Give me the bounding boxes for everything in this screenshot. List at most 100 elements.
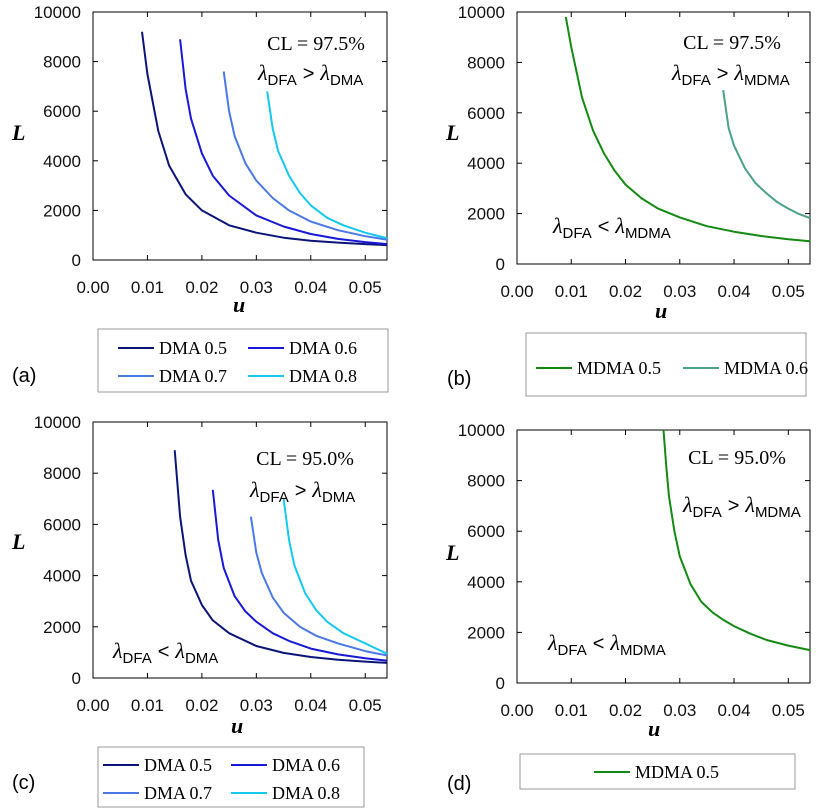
y-tick-label: 6000	[43, 515, 81, 534]
legend-label: DMA 0.8	[272, 783, 340, 803]
x-axis-label: u	[648, 716, 660, 741]
confidence-level-label: CL = 95.0%	[256, 448, 354, 470]
y-tick-label: 10000	[458, 421, 505, 440]
legend-label: DMA 0.7	[159, 366, 227, 386]
series-line-dma-0-8	[266, 91, 388, 240]
y-tick-label: 8000	[467, 53, 505, 72]
x-tick-label: 0.01	[131, 696, 164, 715]
series-line-dma-0-7	[222, 71, 388, 241]
relation-upper-label: λDFA > λDMA	[249, 477, 355, 506]
x-tick-label: 0.01	[555, 282, 588, 301]
x-tick-label: 0.01	[555, 701, 588, 720]
legend: MDMA 0.5 MDMA 0.6	[525, 332, 808, 397]
plot-frame	[516, 11, 811, 265]
y-tick-label: 6000	[467, 522, 505, 541]
x-tick-label: 0.02	[185, 696, 218, 715]
confidence-level-label: CL = 95.0%	[688, 447, 786, 469]
y-tick-label: 4000	[43, 567, 81, 586]
series-line-dma-0-8	[282, 498, 388, 655]
series-line-dma-0-6	[211, 489, 388, 662]
x-tick-label: 0.04	[294, 696, 327, 715]
legend-label: DMA 0.7	[144, 783, 212, 803]
series-line-mdma-0-6	[722, 89, 811, 220]
legend: MDMA 0.5	[519, 753, 796, 790]
series-line-dma-0-5	[173, 450, 388, 664]
x-axis-label: u	[231, 713, 243, 738]
x-tick-label: 0.05	[772, 282, 805, 301]
y-axis-label: L	[11, 120, 25, 145]
panel-tag: (d)	[447, 773, 471, 795]
x-tick-label: 0.00	[500, 282, 533, 301]
x-tick-label: 0.03	[240, 696, 273, 715]
legend-label: MDMA 0.5	[577, 358, 661, 378]
series-line-dma-0-6	[179, 39, 388, 246]
legend-label: MDMA 0.6	[724, 358, 808, 378]
y-axis-label: L	[445, 540, 459, 565]
plot-frame	[92, 421, 388, 679]
chart-panel-d: 0 2000 4000 6000 8000 10000 0.00 0.01 0.02 0.03 0.…	[445, 421, 811, 795]
x-tick-label: 0.03	[240, 278, 273, 297]
y-tick-label: 2000	[467, 623, 505, 642]
x-axis-label: u	[655, 298, 667, 323]
y-tick-label: 8000	[467, 472, 505, 491]
x-tick-label: 0.00	[76, 278, 109, 297]
y-tick-label: 4000	[43, 152, 81, 171]
x-tick-label: 0.04	[717, 701, 750, 720]
y-tick-label: 0	[496, 255, 505, 274]
legend-label: MDMA 0.5	[635, 762, 719, 782]
plot-frame	[92, 11, 388, 261]
y-tick-label: 10000	[34, 3, 81, 22]
x-tick-label: 0.02	[609, 282, 642, 301]
x-tick-label: 0.05	[349, 278, 382, 297]
y-tick-label: 2000	[43, 201, 81, 220]
legend-label: DMA 0.8	[289, 366, 357, 386]
chart-panel-a: 0 2000 4000 6000 8000 10000 0.00 0.01 0.02 0.03 0.…	[11, 3, 389, 393]
x-tick-label: 0.04	[294, 278, 327, 297]
legend-box	[525, 332, 807, 397]
legend-box	[97, 746, 365, 808]
x-axis-label: u	[233, 292, 245, 317]
x-tick-label: 0.01	[131, 278, 164, 297]
y-tick-label: 0	[496, 674, 505, 693]
confidence-level-label: CL = 97.5%	[267, 33, 365, 55]
x-tick-label: 0.05	[772, 701, 805, 720]
x-tick-label: 0.00	[500, 701, 533, 720]
x-tick-label: 0.03	[663, 282, 696, 301]
y-tick-label: 6000	[43, 102, 81, 121]
y-tick-label: 0	[72, 251, 81, 270]
y-axis-label: L	[445, 120, 459, 145]
chart-panel-b: 0 2000 4000 6000 8000 10000 0.00 0.01 0.02 0.03 0.…	[445, 3, 811, 397]
y-axis-label: L	[11, 529, 25, 554]
x-tick-label: 0.02	[609, 701, 642, 720]
x-tick-label: 0.03	[663, 701, 696, 720]
panel-tag: (b)	[447, 368, 471, 390]
y-tick-label: 2000	[467, 205, 505, 224]
y-tick-label: 0	[72, 669, 81, 688]
y-tick-label: 8000	[43, 53, 81, 72]
y-tick-label: 10000	[34, 413, 81, 432]
relation-lower-label: λDFA < λMDMA	[547, 630, 666, 659]
legend-label: DMA 0.6	[289, 338, 357, 358]
relation-upper-label: λDFA > λMDMA	[671, 60, 790, 89]
x-tick-label: 0.05	[349, 696, 382, 715]
panel-tag: (a)	[12, 365, 36, 387]
y-tick-label: 4000	[467, 154, 505, 173]
x-tick-label: 0.00	[76, 696, 109, 715]
y-tick-label: 10000	[458, 3, 505, 22]
legend-label: DMA 0.5	[144, 755, 212, 775]
series-line-dma-0-5	[141, 31, 388, 247]
legend: DMA 0.5 DMA 0.6 DMA 0.7 DMA 0.8	[97, 328, 389, 393]
x-tick-label: 0.04	[717, 282, 750, 301]
relation-upper-label: λDFA > λDMA	[257, 60, 363, 89]
relation-upper-label: λDFA > λMDMA	[682, 492, 801, 521]
y-tick-label: 8000	[43, 464, 81, 483]
legend-box	[519, 753, 796, 790]
relation-lower-label: λDFA < λMDMA	[552, 213, 671, 242]
legend-label: DMA 0.6	[272, 755, 340, 775]
confidence-level-label: CL = 97.5%	[683, 32, 781, 54]
y-tick-label: 4000	[467, 573, 505, 592]
x-tick-label: 0.02	[185, 278, 218, 297]
series-line-mdma-0-5	[564, 16, 811, 243]
